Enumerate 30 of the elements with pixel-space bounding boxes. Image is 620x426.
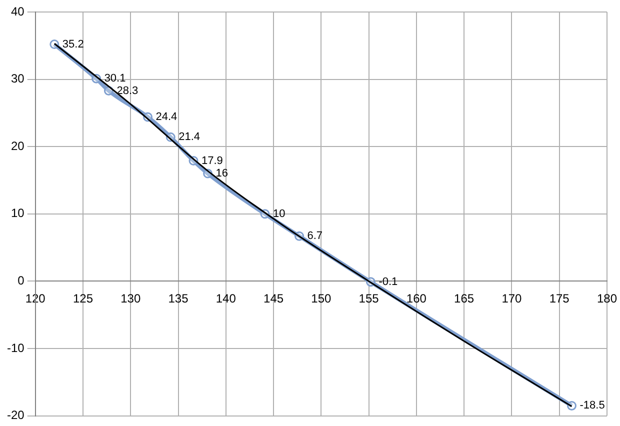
data-label: 28.3 [116,84,138,97]
x-tick-label: 175 [549,292,570,306]
x-tick-label: 180 [596,292,618,306]
x-tick-label: 130 [120,292,141,306]
x-tick-label: 160 [406,292,427,306]
data-label: 17.9 [202,154,223,167]
data-label: 35.2 [62,38,84,50]
y-tick-label: 0 [18,274,25,288]
x-tick-label: 155 [358,292,380,306]
data-label: 10 [272,208,286,220]
y-tick-label: -10 [7,340,25,355]
data-label: 21.4 [178,131,200,144]
y-tick-label: 10 [10,206,25,220]
x-tick-label: 135 [168,292,189,306]
data-label: 16 [216,168,228,180]
data-label: -18.5 [580,400,605,412]
x-tick-label: 140 [216,292,236,306]
x-tick-label: 150 [311,292,332,306]
y-tick-label: 20 [10,138,25,153]
data-label: 6.7 [307,230,323,242]
y-tick-label: 40 [10,4,25,18]
x-tick-label: 125 [72,292,94,306]
data-label: 30.1 [104,72,126,85]
x-tick-label: 165 [454,292,474,306]
data-label: 24.4 [156,111,178,124]
x-tick-label: 170 [502,292,522,306]
x-tick-label: 145 [264,292,284,306]
y-tick-label: 30 [10,72,25,86]
data-label: -0.1 [378,276,398,288]
y-tick-label: -20 [7,408,25,422]
